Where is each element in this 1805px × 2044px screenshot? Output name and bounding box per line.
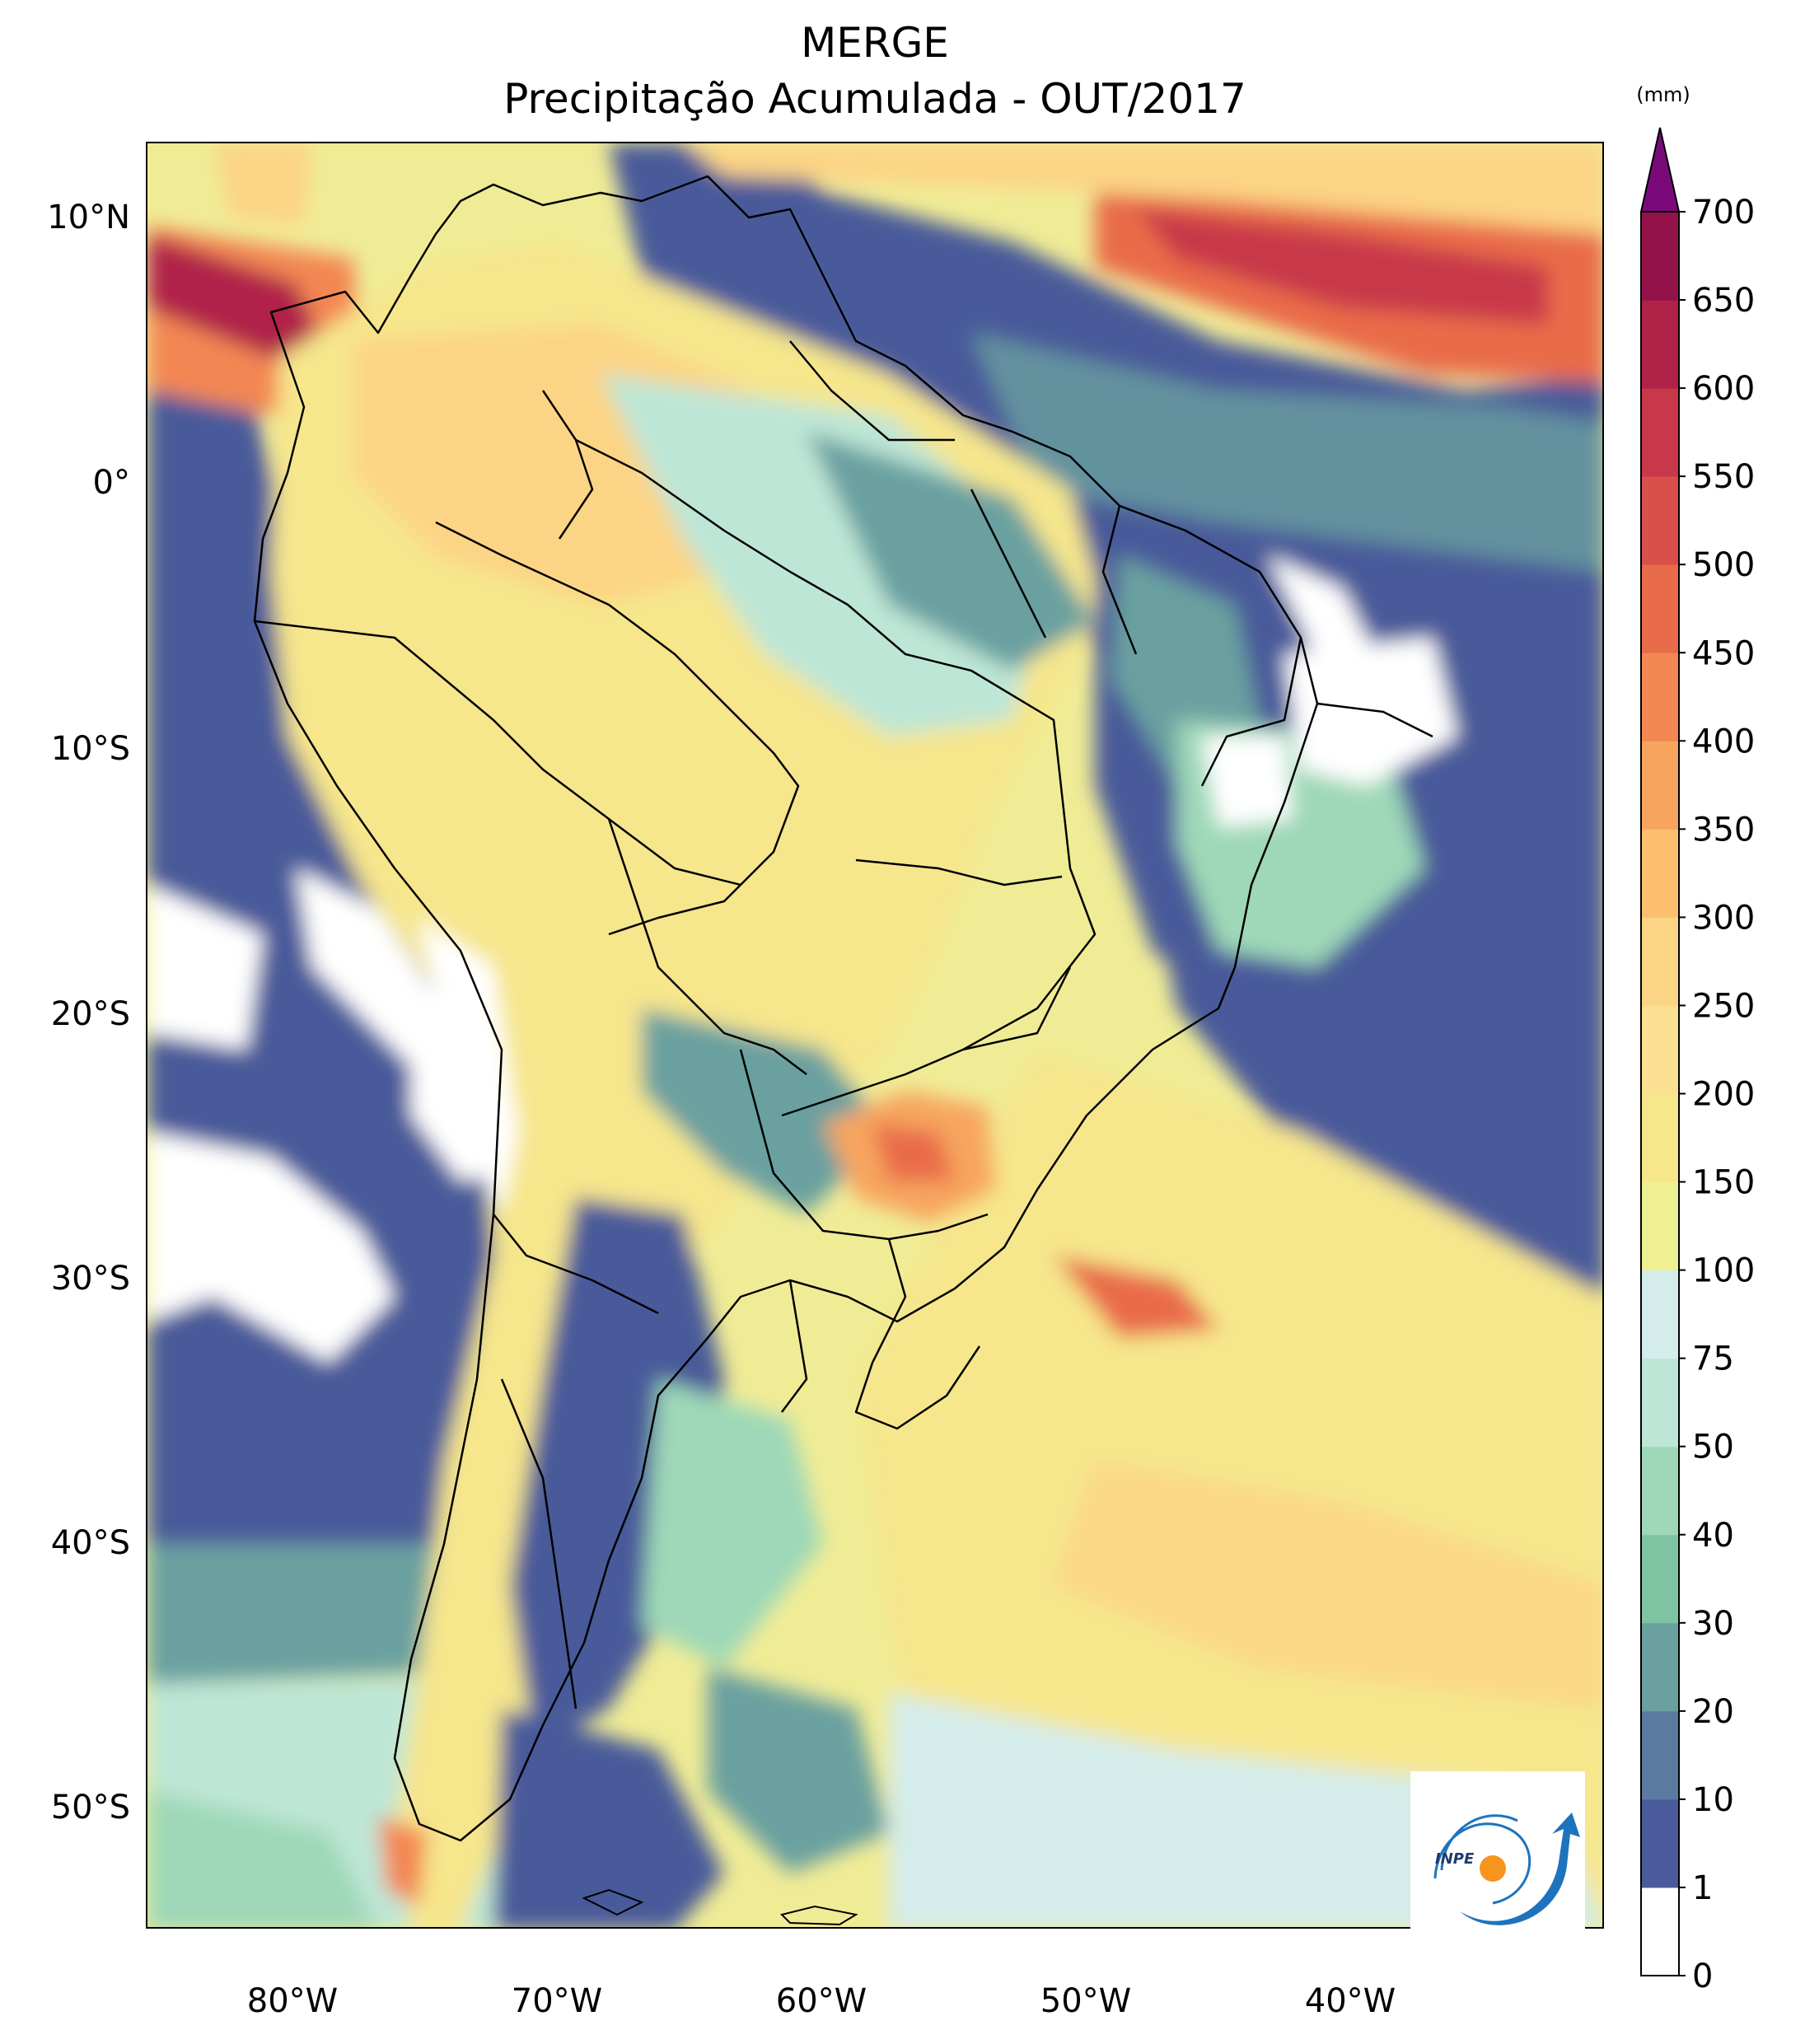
map-panel	[146, 142, 1604, 1929]
colorbar-tick-label: 600	[1692, 370, 1755, 408]
colorbar-swatch	[1641, 1270, 1679, 1359]
colorbar-swatch	[1641, 1181, 1679, 1271]
colorbar-swatch	[1641, 1887, 1679, 1976]
map-title: MERGE	[801, 19, 949, 67]
lat-label-10n: 10°N	[47, 199, 130, 236]
islands	[582, 1888, 858, 1926]
colorbar-swatch	[1641, 564, 1679, 653]
colorbar-swatch	[1641, 1622, 1679, 1712]
lon-label-70w: 70°W	[511, 1982, 603, 2020]
lon-label-80w: 80°W	[246, 1982, 339, 2020]
colorbar-unit: (mm)	[1636, 83, 1690, 106]
colorbar-tick-label: 350	[1692, 811, 1755, 849]
colorbar-swatch	[1641, 741, 1679, 830]
colorbar-swatch	[1641, 476, 1679, 565]
colorbar-tick-label: 250	[1692, 987, 1755, 1025]
colorbar-swatch	[1641, 1710, 1679, 1800]
colorbar-tick-label: 10	[1692, 1781, 1734, 1819]
lon-label-60w: 60°W	[775, 1982, 867, 2020]
colorbar-swatch	[1641, 829, 1679, 918]
colorbar-tick-label: 200	[1692, 1076, 1755, 1114]
colorbar-tick-label: 1	[1692, 1869, 1713, 1907]
colorbar-tick-label: 300	[1692, 899, 1755, 937]
inpe-logo-text: INPE	[1435, 1850, 1475, 1868]
colorbar-swatch	[1641, 212, 1679, 301]
colorbar-swatch	[1641, 652, 1679, 741]
colorbar-extend-arrow	[1639, 127, 1681, 213]
colorbar-swatch	[1641, 300, 1679, 389]
colorbar-tick-label: 75	[1692, 1340, 1734, 1378]
lat-label-50s: 50°S	[50, 1789, 130, 1827]
colorbar: 0 1 10 20 30 40 50 75 100 150 200 250 300 350 400 450 50…	[1639, 127, 1755, 1995]
inpe-logo: INPE	[1410, 1771, 1585, 1948]
colorbar-tick-label: 500	[1692, 546, 1755, 584]
map-subtitle: Precipitação Acumulada - OUT/2017	[503, 75, 1246, 123]
lat-label-20s: 20°S	[50, 995, 130, 1033]
colorbar-swatch	[1641, 1005, 1679, 1094]
lon-label-40w: 40°W	[1304, 1982, 1396, 2020]
colorbar-swatch	[1641, 388, 1679, 477]
colorbar-swatch	[1641, 1798, 1679, 1888]
colorbar-tick-label: 150	[1692, 1164, 1755, 1202]
lat-label-40s: 40°S	[50, 1524, 130, 1562]
colorbar-tick-label: 100	[1692, 1252, 1755, 1290]
colorbar-tick-label: 700	[1692, 194, 1755, 232]
inpe-logo-graphic: INPE	[1433, 1812, 1580, 1925]
colorbar-tick-label: 30	[1692, 1605, 1734, 1643]
colorbar-tick-label: 400	[1692, 723, 1755, 760]
colorbar-swatch	[1641, 1446, 1679, 1536]
lat-label-0: 0°	[92, 464, 130, 502]
colorbar-tick-label: 0	[1692, 1957, 1713, 1995]
lon-label-50w: 50°W	[1040, 1982, 1132, 2020]
colorbar-tick-label: 450	[1692, 634, 1755, 672]
colorbar-swatch	[1641, 1534, 1679, 1624]
lat-label-10s: 10°S	[50, 730, 130, 768]
colorbar-tick-label: 550	[1692, 458, 1755, 496]
colorbar-swatch	[1641, 1093, 1679, 1183]
colorbar-swatch	[1641, 917, 1679, 1006]
colorbar-swatch	[1641, 1358, 1679, 1448]
precip-fill-layer	[147, 143, 1602, 1927]
colorbar-tick-label: 20	[1692, 1693, 1734, 1731]
country-borders	[253, 175, 1433, 1842]
colorbar-tick-label: 40	[1692, 1517, 1734, 1555]
precipitation-field	[147, 143, 1602, 1927]
colorbar-tick-label: 650	[1692, 282, 1755, 320]
colorbar-tick-label: 50	[1692, 1429, 1734, 1466]
lat-label-30s: 30°S	[50, 1260, 130, 1298]
